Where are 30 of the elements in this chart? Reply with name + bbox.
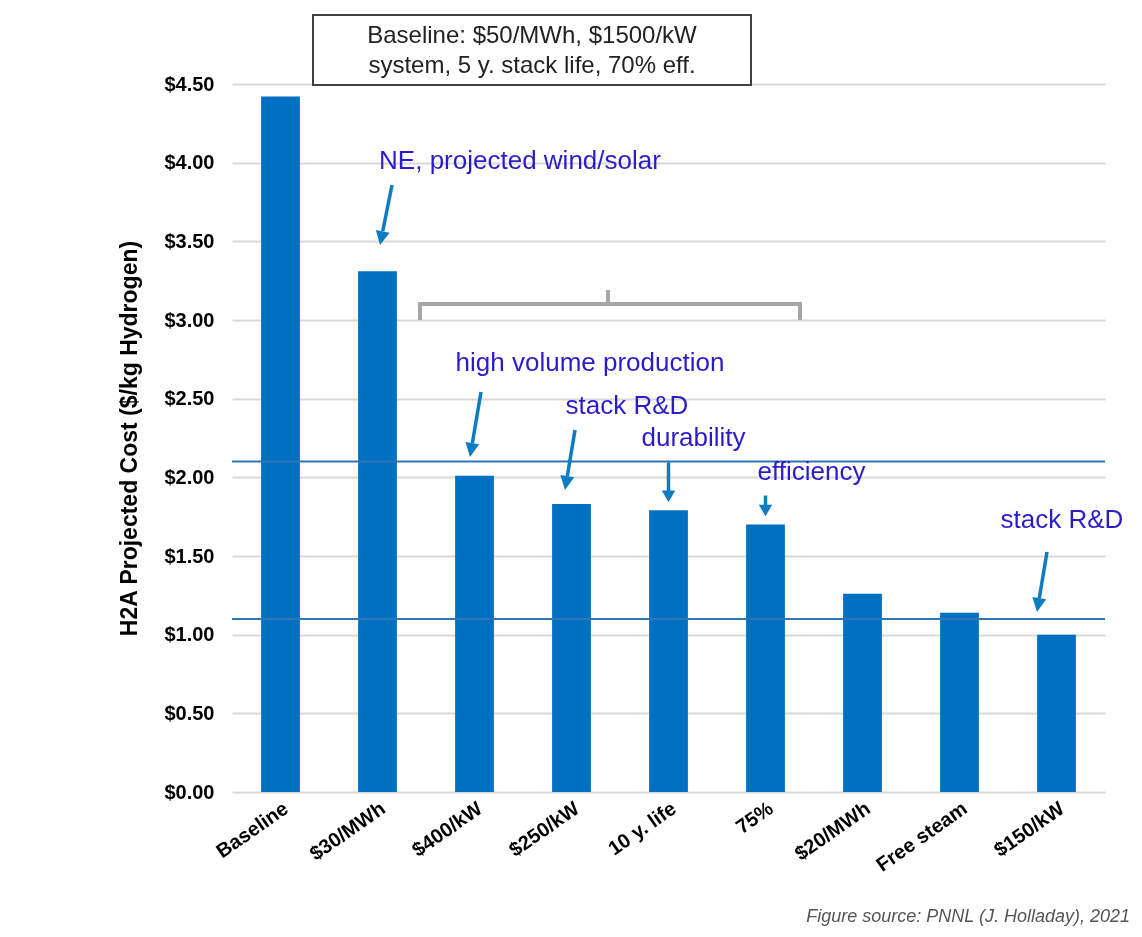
y-tick-label: $1.00 (164, 623, 215, 646)
y-tick-label: $3.00 (164, 308, 215, 331)
bar (1037, 634, 1076, 792)
annotation: high volume production (455, 347, 725, 377)
text: Baseline: $50/MWh, $1500/kW system, 5 y. stack life, 70% eff. (312, 14, 752, 86)
y-tick-label: $2.00 (164, 465, 215, 488)
annotation: stack R&D (565, 390, 689, 420)
annotation: NE, projected wind/solar (379, 145, 661, 175)
bar (261, 96, 300, 792)
bar (358, 271, 397, 792)
bar (746, 524, 785, 792)
x-tick-label: 10 y. life (603, 796, 680, 860)
y-tick-label: $0.50 (164, 701, 215, 724)
annotation: stack R&D (1000, 504, 1124, 534)
y-tick-label: $4.00 (164, 151, 215, 174)
bar (649, 510, 688, 792)
y-tick-label: $4.50 (164, 72, 215, 95)
bar (940, 612, 979, 792)
y-tick-label: $1.50 (164, 544, 215, 567)
y-axis-title: H2A Projected Cost ($/kg Hydrogen) (116, 240, 143, 637)
bar (455, 475, 494, 792)
y-tick-label: $0.00 (164, 780, 215, 803)
y-tick-label: $3.50 (164, 229, 215, 252)
bar (843, 593, 882, 792)
text: Figure source: PNNL (J. Holladay), 2021 (806, 906, 1130, 927)
bar (552, 504, 591, 792)
annotation: durability (641, 422, 746, 453)
annotation: efficiency (757, 455, 866, 486)
y-tick-label: $2.50 (164, 387, 215, 410)
x-tick-label: 75% (731, 796, 778, 838)
